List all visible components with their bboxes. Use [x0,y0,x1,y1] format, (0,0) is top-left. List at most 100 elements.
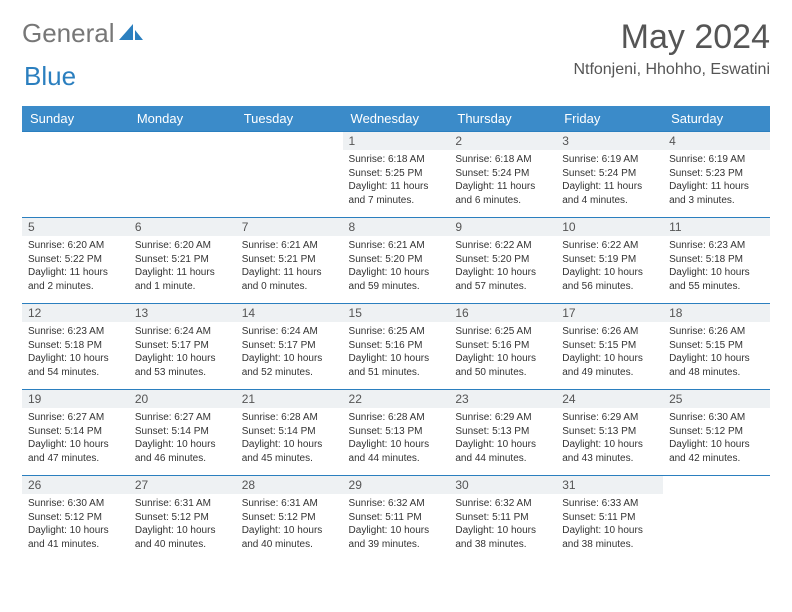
day-details: Sunrise: 6:25 AMSunset: 5:16 PMDaylight:… [449,322,556,383]
weekday-header: Wednesday [343,106,450,132]
calendar-cell: 11Sunrise: 6:23 AMSunset: 5:18 PMDayligh… [663,218,770,304]
calendar-cell: 19Sunrise: 6:27 AMSunset: 5:14 PMDayligh… [22,390,129,476]
day-details: Sunrise: 6:27 AMSunset: 5:14 PMDaylight:… [22,408,129,469]
calendar-cell: 15Sunrise: 6:25 AMSunset: 5:16 PMDayligh… [343,304,450,390]
day-details: Sunrise: 6:31 AMSunset: 5:12 PMDaylight:… [236,494,343,555]
calendar-cell [236,132,343,218]
day-number: 29 [343,476,450,494]
day-number: 14 [236,304,343,322]
day-details: Sunrise: 6:29 AMSunset: 5:13 PMDaylight:… [449,408,556,469]
calendar-cell: 27Sunrise: 6:31 AMSunset: 5:12 PMDayligh… [129,476,236,562]
calendar-cell: 1Sunrise: 6:18 AMSunset: 5:25 PMDaylight… [343,132,450,218]
calendar-cell: 28Sunrise: 6:31 AMSunset: 5:12 PMDayligh… [236,476,343,562]
calendar-cell: 24Sunrise: 6:29 AMSunset: 5:13 PMDayligh… [556,390,663,476]
day-number: 2 [449,132,556,150]
calendar-cell: 22Sunrise: 6:28 AMSunset: 5:13 PMDayligh… [343,390,450,476]
calendar-row: 5Sunrise: 6:20 AMSunset: 5:22 PMDaylight… [22,218,770,304]
day-number: 27 [129,476,236,494]
day-number: 20 [129,390,236,408]
day-details: Sunrise: 6:26 AMSunset: 5:15 PMDaylight:… [556,322,663,383]
day-details: Sunrise: 6:33 AMSunset: 5:11 PMDaylight:… [556,494,663,555]
calendar-cell: 29Sunrise: 6:32 AMSunset: 5:11 PMDayligh… [343,476,450,562]
calendar-cell: 25Sunrise: 6:30 AMSunset: 5:12 PMDayligh… [663,390,770,476]
weekday-header: Monday [129,106,236,132]
weekday-header: Thursday [449,106,556,132]
day-details: Sunrise: 6:24 AMSunset: 5:17 PMDaylight:… [129,322,236,383]
day-number: 25 [663,390,770,408]
calendar-table: SundayMondayTuesdayWednesdayThursdayFrid… [22,106,770,562]
day-number: 7 [236,218,343,236]
weekday-header: Friday [556,106,663,132]
day-number: 21 [236,390,343,408]
calendar-cell: 14Sunrise: 6:24 AMSunset: 5:17 PMDayligh… [236,304,343,390]
calendar-cell: 4Sunrise: 6:19 AMSunset: 5:23 PMDaylight… [663,132,770,218]
calendar-cell: 8Sunrise: 6:21 AMSunset: 5:20 PMDaylight… [343,218,450,304]
day-details: Sunrise: 6:26 AMSunset: 5:15 PMDaylight:… [663,322,770,383]
calendar-cell: 16Sunrise: 6:25 AMSunset: 5:16 PMDayligh… [449,304,556,390]
calendar-cell: 5Sunrise: 6:20 AMSunset: 5:22 PMDaylight… [22,218,129,304]
day-number: 30 [449,476,556,494]
calendar-cell: 3Sunrise: 6:19 AMSunset: 5:24 PMDaylight… [556,132,663,218]
title-block: May 2024 Ntfonjeni, Hhohho, Eswatini [573,18,770,79]
calendar-cell: 9Sunrise: 6:22 AMSunset: 5:20 PMDaylight… [449,218,556,304]
day-number: 22 [343,390,450,408]
day-details: Sunrise: 6:22 AMSunset: 5:19 PMDaylight:… [556,236,663,297]
calendar-cell: 6Sunrise: 6:20 AMSunset: 5:21 PMDaylight… [129,218,236,304]
calendar-cell: 12Sunrise: 6:23 AMSunset: 5:18 PMDayligh… [22,304,129,390]
day-number: 12 [22,304,129,322]
day-number: 18 [663,304,770,322]
calendar-cell: 26Sunrise: 6:30 AMSunset: 5:12 PMDayligh… [22,476,129,562]
calendar-cell: 30Sunrise: 6:32 AMSunset: 5:11 PMDayligh… [449,476,556,562]
day-details: Sunrise: 6:27 AMSunset: 5:14 PMDaylight:… [129,408,236,469]
calendar-cell: 17Sunrise: 6:26 AMSunset: 5:15 PMDayligh… [556,304,663,390]
calendar-cell: 21Sunrise: 6:28 AMSunset: 5:14 PMDayligh… [236,390,343,476]
day-details: Sunrise: 6:20 AMSunset: 5:21 PMDaylight:… [129,236,236,297]
day-details: Sunrise: 6:31 AMSunset: 5:12 PMDaylight:… [129,494,236,555]
day-details: Sunrise: 6:25 AMSunset: 5:16 PMDaylight:… [343,322,450,383]
day-number: 28 [236,476,343,494]
day-number: 8 [343,218,450,236]
day-details: Sunrise: 6:18 AMSunset: 5:24 PMDaylight:… [449,150,556,211]
day-number: 5 [22,218,129,236]
day-number: 1 [343,132,450,150]
calendar-row: 19Sunrise: 6:27 AMSunset: 5:14 PMDayligh… [22,390,770,476]
day-number: 9 [449,218,556,236]
day-number: 19 [22,390,129,408]
calendar-cell: 7Sunrise: 6:21 AMSunset: 5:21 PMDaylight… [236,218,343,304]
day-details: Sunrise: 6:23 AMSunset: 5:18 PMDaylight:… [663,236,770,297]
day-details: Sunrise: 6:24 AMSunset: 5:17 PMDaylight:… [236,322,343,383]
day-details: Sunrise: 6:22 AMSunset: 5:20 PMDaylight:… [449,236,556,297]
day-number: 13 [129,304,236,322]
calendar-cell: 10Sunrise: 6:22 AMSunset: 5:19 PMDayligh… [556,218,663,304]
location-text: Ntfonjeni, Hhohho, Eswatini [573,61,770,79]
calendar-cell [129,132,236,218]
day-number: 23 [449,390,556,408]
weekday-header: Saturday [663,106,770,132]
day-number: 11 [663,218,770,236]
day-details: Sunrise: 6:32 AMSunset: 5:11 PMDaylight:… [343,494,450,555]
calendar-cell: 13Sunrise: 6:24 AMSunset: 5:17 PMDayligh… [129,304,236,390]
brand-word-1: General [22,18,115,49]
calendar-cell [22,132,129,218]
calendar-cell [663,476,770,562]
weekday-row: SundayMondayTuesdayWednesdayThursdayFrid… [22,106,770,132]
day-number: 4 [663,132,770,150]
month-title: May 2024 [573,18,770,57]
day-number: 10 [556,218,663,236]
brand-word-2: Blue [24,61,76,91]
logo-sail-icon [119,22,145,42]
brand-logo: General [22,18,145,49]
weekday-header: Tuesday [236,106,343,132]
day-details: Sunrise: 6:23 AMSunset: 5:18 PMDaylight:… [22,322,129,383]
calendar-cell: 31Sunrise: 6:33 AMSunset: 5:11 PMDayligh… [556,476,663,562]
weekday-header: Sunday [22,106,129,132]
calendar-head: SundayMondayTuesdayWednesdayThursdayFrid… [22,106,770,132]
day-number: 31 [556,476,663,494]
day-details: Sunrise: 6:32 AMSunset: 5:11 PMDaylight:… [449,494,556,555]
calendar-body: 1Sunrise: 6:18 AMSunset: 5:25 PMDaylight… [22,132,770,562]
day-details: Sunrise: 6:29 AMSunset: 5:13 PMDaylight:… [556,408,663,469]
calendar-cell: 2Sunrise: 6:18 AMSunset: 5:24 PMDaylight… [449,132,556,218]
day-details: Sunrise: 6:21 AMSunset: 5:20 PMDaylight:… [343,236,450,297]
day-number: 16 [449,304,556,322]
day-details: Sunrise: 6:19 AMSunset: 5:23 PMDaylight:… [663,150,770,211]
